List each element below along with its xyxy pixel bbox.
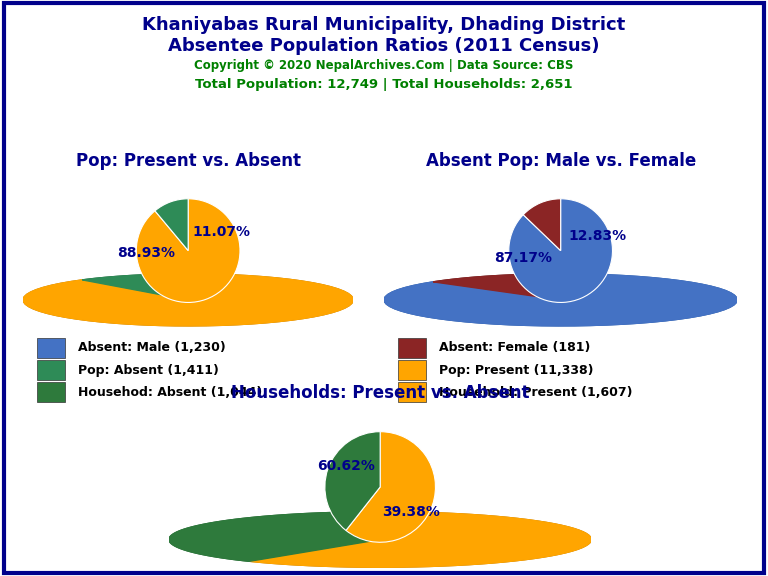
- Text: 60.62%: 60.62%: [317, 459, 375, 473]
- Text: Absentee Population Ratios (2011 Census): Absentee Population Ratios (2011 Census): [168, 37, 600, 55]
- Polygon shape: [169, 511, 380, 561]
- Wedge shape: [523, 199, 561, 251]
- Polygon shape: [384, 274, 737, 326]
- Polygon shape: [250, 511, 591, 567]
- Bar: [38, 338, 65, 358]
- Polygon shape: [433, 274, 561, 300]
- Polygon shape: [384, 274, 737, 326]
- Bar: [38, 361, 65, 380]
- Polygon shape: [82, 274, 188, 300]
- Text: Household: Present (1,607): Household: Present (1,607): [439, 386, 632, 399]
- Text: 39.38%: 39.38%: [382, 505, 439, 519]
- Wedge shape: [155, 199, 188, 251]
- Polygon shape: [169, 511, 380, 561]
- Polygon shape: [23, 274, 353, 326]
- Wedge shape: [137, 199, 240, 302]
- Wedge shape: [509, 199, 612, 302]
- Bar: [399, 361, 426, 380]
- Text: Pop: Absent (1,411): Pop: Absent (1,411): [78, 363, 219, 377]
- Text: 12.83%: 12.83%: [569, 229, 627, 243]
- Polygon shape: [433, 274, 561, 300]
- Text: Pop: Present (11,338): Pop: Present (11,338): [439, 363, 594, 377]
- Text: Househod: Absent (1,044): Househod: Absent (1,044): [78, 386, 262, 399]
- Text: 87.17%: 87.17%: [495, 251, 552, 266]
- Text: Pop: Present vs. Absent: Pop: Present vs. Absent: [76, 153, 300, 170]
- Text: Absent: Male (1,230): Absent: Male (1,230): [78, 342, 226, 354]
- Bar: [399, 382, 426, 402]
- Text: Absent Pop: Male vs. Female: Absent Pop: Male vs. Female: [425, 153, 696, 170]
- Wedge shape: [325, 431, 380, 530]
- Bar: [38, 382, 65, 402]
- Text: Absent: Female (181): Absent: Female (181): [439, 342, 591, 354]
- Text: Total Population: 12,749 | Total Households: 2,651: Total Population: 12,749 | Total Househo…: [195, 78, 573, 91]
- Bar: [399, 338, 426, 358]
- Wedge shape: [346, 431, 435, 542]
- Text: 11.07%: 11.07%: [193, 225, 251, 240]
- Text: 88.93%: 88.93%: [117, 246, 174, 260]
- Polygon shape: [250, 511, 591, 567]
- Polygon shape: [23, 274, 353, 326]
- Text: Copyright © 2020 NepalArchives.Com | Data Source: CBS: Copyright © 2020 NepalArchives.Com | Dat…: [194, 59, 574, 73]
- Text: Households: Present vs. Absent: Households: Present vs. Absent: [231, 384, 529, 401]
- Polygon shape: [82, 274, 188, 300]
- Text: Khaniyabas Rural Municipality, Dhading District: Khaniyabas Rural Municipality, Dhading D…: [142, 16, 626, 34]
